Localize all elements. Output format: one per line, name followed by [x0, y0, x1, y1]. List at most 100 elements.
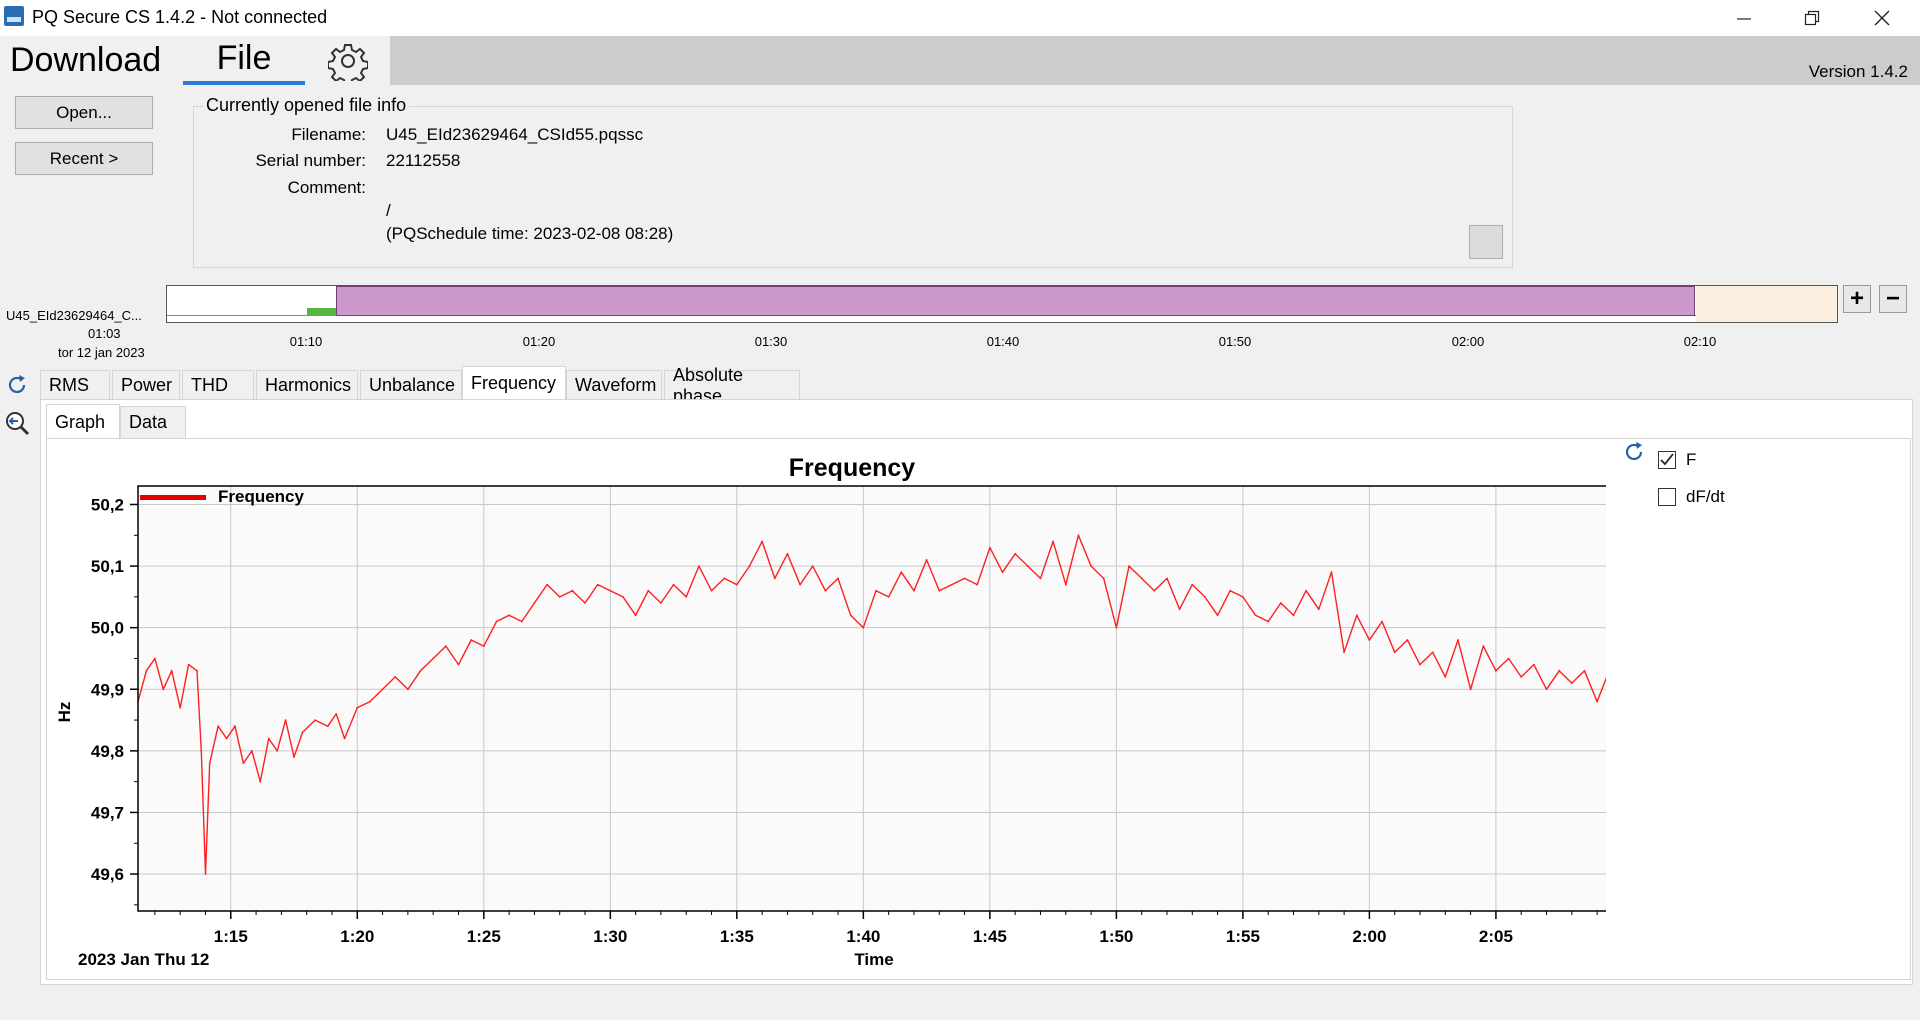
data-point	[1507, 657, 1510, 660]
edit-comment-button[interactable]	[1469, 225, 1503, 259]
data-point	[267, 737, 270, 740]
chart-title: Frequency	[789, 454, 916, 482]
data-point	[1204, 596, 1206, 598]
open-button[interactable]: Open...	[15, 96, 153, 129]
timeline-start-date: tor 12 jan 2023	[58, 345, 145, 360]
data-point	[1545, 688, 1548, 691]
x-tick-label: 1:25	[467, 927, 501, 946]
data-point	[335, 713, 338, 715]
subtab-graph[interactable]: Graph	[46, 404, 120, 440]
data-point	[154, 657, 156, 660]
data-point	[786, 552, 789, 555]
timeline-tick: 01:20	[522, 334, 556, 349]
checkbox-f-label: F	[1686, 450, 1697, 469]
data-point	[773, 577, 776, 580]
data-point	[1533, 663, 1535, 666]
data-point	[369, 700, 371, 703]
checkbox-f[interactable]	[1658, 451, 1676, 469]
data-point	[1444, 676, 1447, 678]
data-point	[482, 645, 485, 647]
data-point	[1393, 651, 1396, 654]
legend-label: Frequency	[218, 487, 305, 506]
data-point	[301, 731, 304, 734]
data-point	[634, 614, 637, 617]
y-tick-label: 49,6	[91, 865, 124, 884]
serial-label: Serial number:	[255, 151, 366, 170]
data-point	[761, 540, 763, 543]
recent-button[interactable]: Recent >	[15, 142, 153, 175]
zoom-back-icon[interactable]	[2, 408, 32, 438]
frequency-chart[interactable]: Frequency 49,6 49,7 49,8 49,9 50,0 50,1 50,2 1:…	[46, 438, 1606, 978]
data-point	[685, 596, 688, 598]
data-point	[976, 583, 979, 586]
data-point	[862, 626, 865, 629]
y-tick-label: 49,7	[91, 803, 124, 822]
y-tick-label: 49,9	[91, 680, 124, 699]
legend-swatch	[140, 495, 206, 500]
gear-icon[interactable]	[305, 36, 390, 85]
tab-download[interactable]: Download	[0, 36, 183, 85]
minimize-icon[interactable]	[1714, 0, 1774, 36]
timeline-end-range	[1696, 286, 1837, 322]
timeline-tick: 02:00	[1451, 334, 1485, 349]
data-point	[1026, 565, 1029, 567]
title-bar	[0, 0, 1920, 36]
data-point	[1520, 676, 1523, 678]
data-point	[1064, 583, 1067, 586]
data-point	[419, 669, 422, 672]
data-point	[938, 589, 941, 592]
tab-unbalance[interactable]: Unbalance	[360, 370, 462, 400]
tab-absolute-phase[interactable]: Absolute phase	[664, 365, 800, 406]
tab-power[interactable]: Power	[112, 370, 180, 400]
data-point	[520, 620, 523, 623]
timeline-tick: 01:10	[289, 334, 323, 349]
data-point	[887, 596, 890, 598]
data-point	[1166, 577, 1168, 580]
data-point	[170, 669, 173, 672]
filename-label: Filename:	[291, 125, 366, 144]
tab-rms[interactable]: RMS	[40, 370, 110, 400]
data-point	[723, 577, 726, 580]
data-point	[1254, 614, 1257, 617]
subtab-data[interactable]: Data	[120, 406, 186, 438]
series-line-frequency	[137, 534, 1606, 875]
x-tick-label: 1:50	[1099, 927, 1133, 946]
y-tick-label: 49,8	[91, 742, 124, 761]
data-point	[1406, 639, 1409, 641]
data-point	[533, 602, 536, 604]
x-axis-label: Time	[854, 950, 893, 969]
data-point	[381, 688, 384, 691]
chart-legend: Frequency	[140, 487, 305, 506]
y-tick-label: 50,1	[91, 557, 124, 576]
data-point	[470, 639, 473, 641]
tab-harmonics[interactable]: Harmonics	[256, 370, 358, 400]
tab-thd[interactable]: THD	[182, 370, 254, 400]
timeline-zoom-in-button[interactable]: +	[1843, 285, 1871, 313]
data-point	[735, 583, 738, 586]
timeline-bar[interactable]	[166, 285, 1838, 323]
data-point	[1570, 682, 1573, 684]
data-point	[1178, 608, 1181, 611]
timeline-selection[interactable]	[336, 286, 1695, 316]
y-tick-label: 50,0	[91, 619, 124, 638]
data-point	[849, 614, 852, 617]
plot-area: 49,6 49,7 49,8 49,9 50,0 50,1 50,2 1:15 1:20 1:25…	[91, 485, 1606, 946]
data-point	[951, 583, 953, 586]
data-point	[1014, 552, 1017, 555]
data-point	[609, 589, 612, 592]
close-icon[interactable]	[1852, 0, 1912, 36]
data-point	[326, 725, 329, 728]
tab-file[interactable]: File	[183, 36, 305, 85]
data-point	[900, 571, 903, 574]
refresh-icon[interactable]	[1622, 440, 1646, 469]
data-point	[1558, 669, 1561, 672]
refresh-icon[interactable]	[2, 370, 32, 400]
data-point	[824, 589, 827, 592]
restore-icon[interactable]	[1782, 0, 1842, 36]
tab-frequency[interactable]: Frequency	[462, 366, 566, 400]
checkbox-dfdt-label: dF/dt	[1686, 487, 1725, 506]
checkbox-dfdt[interactable]	[1658, 488, 1676, 506]
data-point	[647, 589, 650, 592]
tab-waveform[interactable]: Waveform	[566, 370, 662, 400]
timeline-zoom-out-button[interactable]: −	[1879, 285, 1907, 313]
